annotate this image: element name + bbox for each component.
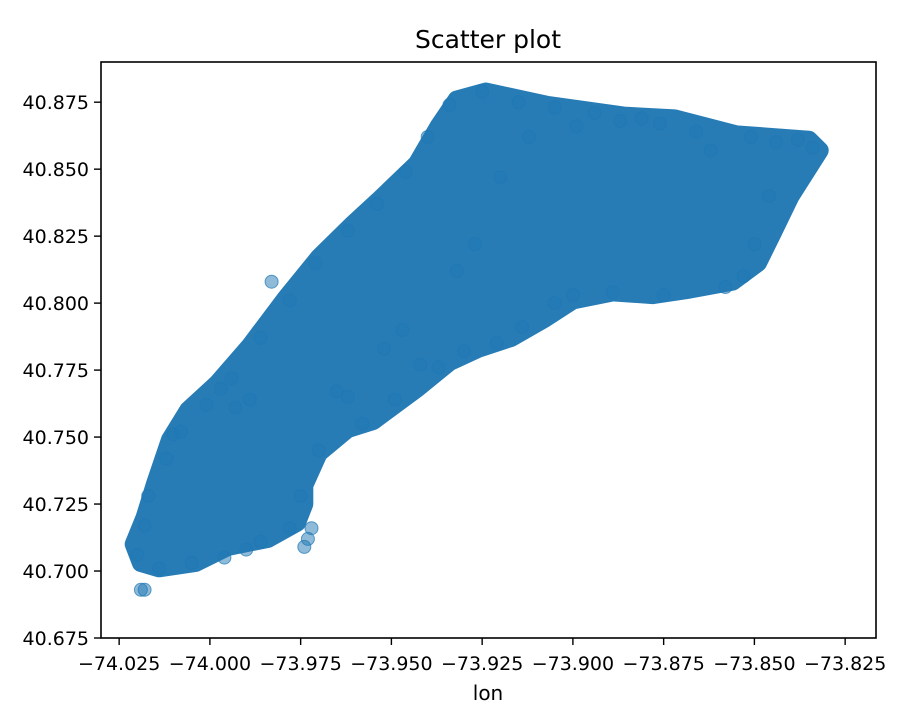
dense-point-cloud [124,82,829,578]
y-tick-label: 40.750 [23,427,89,449]
scatter-point [475,84,490,99]
scatter-point [141,489,156,503]
scatter-point [656,288,671,303]
x-tick-label: −74.025 [78,653,160,675]
scatter-point [569,119,584,134]
scatter-point [653,116,667,131]
scatter-point [613,113,628,128]
scatter-point [522,130,537,144]
x-tick-label: −73.850 [713,653,795,675]
scatter-point [130,547,145,562]
x-tick-label: −73.925 [441,653,523,675]
scatter-point [137,518,152,533]
y-tick-label: 40.800 [23,293,89,315]
scatter-point [634,111,649,126]
scatter-point [565,288,580,303]
scatter-point [253,330,268,345]
x-tick-label: −73.825 [804,653,886,675]
scatter-point [515,320,530,335]
scatter-point [199,397,214,412]
scatter-point [293,489,308,503]
scatter-point [239,542,254,557]
scatter-point [442,97,457,112]
scatter-point [133,582,148,597]
scatter-point [217,550,232,565]
scatter-point [457,344,471,359]
scatter-point [340,223,355,238]
y-tick-label: 40.850 [23,159,89,181]
scatter-point [311,443,326,458]
scatter-point [395,322,410,337]
y-tick-label: 40.875 [23,92,89,114]
scatter-point [228,400,243,415]
scatter-point [761,189,776,203]
scatter-point [377,341,392,356]
y-tick-label: 40.825 [23,226,89,248]
scatter-point [791,132,805,147]
scatter-point [467,237,482,252]
scatter-point [805,140,820,155]
scatter-point [703,143,718,158]
scatter-point [587,105,602,120]
scatter-marks [124,82,829,597]
scatter-point [297,539,312,554]
scatter-point [769,135,784,150]
scatter-point [173,424,188,439]
scatter-point [718,280,733,294]
scatter-point [605,285,620,300]
scatter-point [449,264,464,278]
scatter-point [253,534,268,549]
x-tick-label: −73.975 [259,653,341,675]
scatter-point [747,237,762,252]
scatter-point [264,274,279,289]
y-tick-label: 40.700 [23,561,89,583]
y-tick-label: 40.725 [23,494,89,516]
chart-title: Scatter plot [415,25,561,54]
scatter-point [413,357,428,372]
scatter-point [736,269,751,284]
scatter-point [369,197,384,211]
scatter-point [493,170,508,185]
x-tick-label: −73.900 [532,653,614,675]
scatter-point [511,95,526,110]
scatter-point [282,293,297,308]
scatter-point [224,371,239,386]
scatter-point [547,296,562,311]
y-tick-label: 40.775 [23,360,89,382]
scatter-point [308,255,323,270]
scatter-point [152,561,167,576]
x-axis-label: lon [473,681,503,705]
scatter-point [743,130,758,144]
scatter-point [398,164,413,179]
scatter-point [388,392,402,407]
y-axis: 40.675 40.700 40.725 40.750 40.775 40.800 40.8… [23,92,101,650]
scatter-point [420,130,435,144]
plot-frame [100,61,877,639]
scatter-point [489,336,504,351]
scatter-point [159,451,174,466]
x-tick-label: −74.000 [169,653,251,675]
scatter-point [340,389,355,404]
x-axis: −74.025 −74.000 −73.975 −73.950 −73.925 −73.9… [78,638,886,675]
x-tick-label: −73.950 [350,653,432,675]
scatter-point [242,392,257,407]
scatter-point [355,416,370,431]
scatter-point [431,360,446,375]
x-tick-label: −73.875 [622,653,704,675]
scatter-point [547,100,562,115]
scatter-point [213,381,228,396]
scatter-point [184,556,199,570]
scatter-point [282,521,297,536]
y-tick-label: 40.675 [23,628,89,650]
scatter-point [689,124,704,139]
